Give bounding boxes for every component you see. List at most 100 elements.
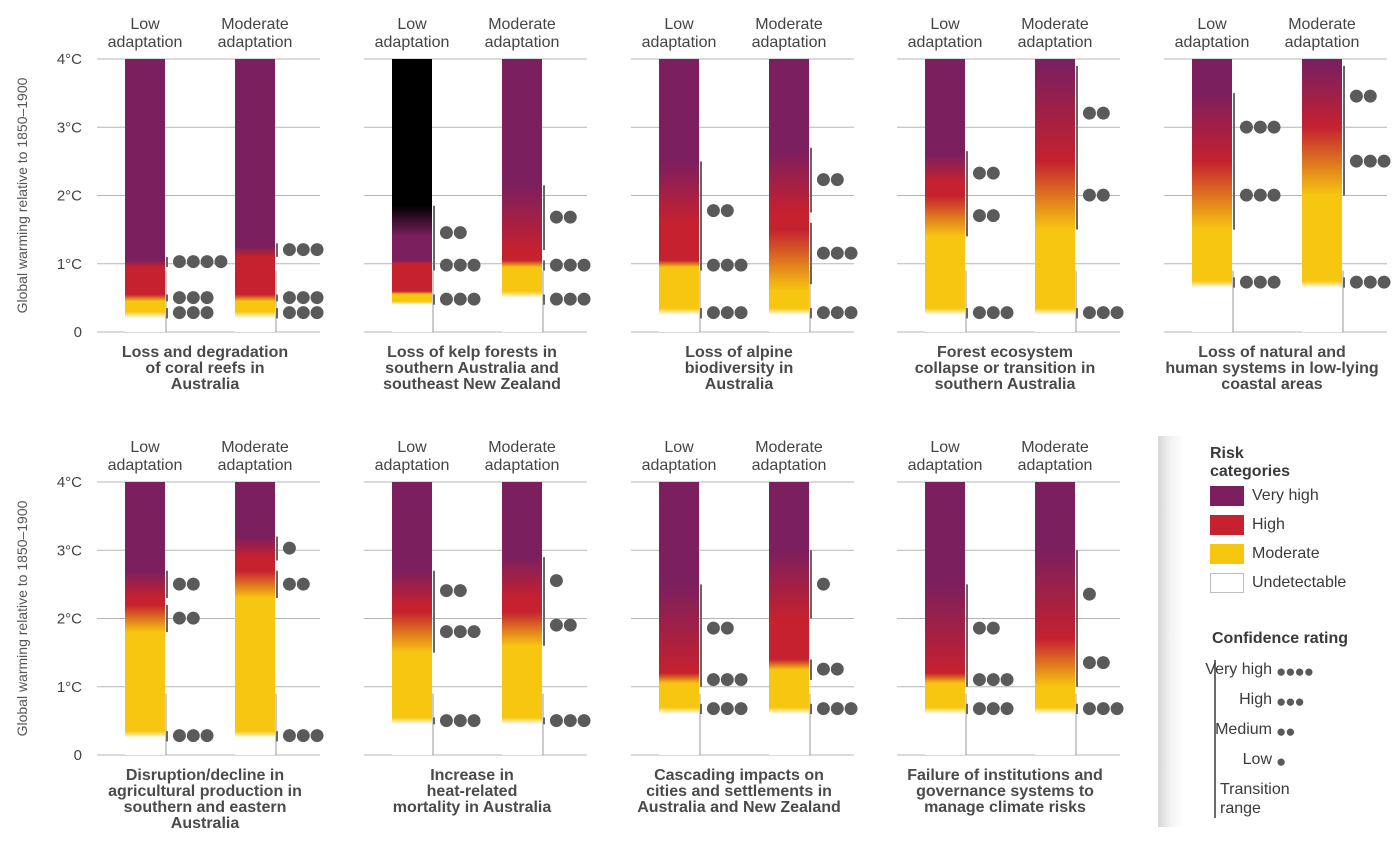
column-label: adaptation (908, 34, 983, 51)
confidence-dots: ●● (172, 573, 200, 593)
confidence-dots: ●●●● (172, 251, 228, 271)
confidence-dots: ●●● (706, 302, 748, 322)
confidence-dots: ●● (172, 608, 200, 628)
panel-title: Loss of alpine (685, 344, 793, 361)
panel-title: cities and settlements in (646, 783, 832, 800)
confidence-dots: ●●● (549, 710, 591, 730)
confidence-dots: ● (1082, 584, 1096, 604)
column-label: Moderate (755, 16, 823, 33)
confidence-dots: ●● (1082, 652, 1110, 672)
confidence-dots: ●●● (972, 302, 1014, 322)
confidence-dots: ●● (972, 162, 1000, 182)
confidence-dots: ● (549, 570, 563, 590)
swatch-very-high (1210, 486, 1244, 506)
panel-title: Cascading impacts on (654, 767, 824, 784)
panel-title: southeast New Zealand (383, 376, 561, 393)
confidence-dots: ●● (439, 222, 467, 242)
confidence-dots: ●● (706, 200, 734, 220)
confidence-dots: ●●● (439, 254, 481, 274)
confidence-dots: ●● (972, 618, 1000, 638)
confidence-dots: ●●● (972, 698, 1014, 718)
panel-title: Loss and degradation (122, 344, 288, 361)
confidence-dots: ●●● (1349, 272, 1391, 292)
confidence-dots: ●● (706, 618, 734, 638)
risk-bar (1035, 482, 1075, 755)
column-label: Low (664, 439, 694, 456)
risk-bar (392, 482, 432, 755)
confidence-dots: ●●● (439, 289, 481, 309)
confidence-dots: ●● (1082, 185, 1110, 205)
confidence-dots: ●●● (816, 698, 858, 718)
conf-high-dots: ●●● (1276, 692, 1305, 711)
y-axis-label: Global warming relative to 1850–1900 (14, 500, 30, 736)
panel-title: southern Australia (935, 376, 1076, 393)
panel-title: coastal areas (1221, 376, 1323, 393)
confidence-dots: ●● (972, 205, 1000, 225)
legend-confidence-title: Confidence rating (1212, 630, 1349, 647)
conf-very-high-label: Very high (1205, 661, 1272, 678)
risk-bar (925, 59, 965, 332)
conf-medium-label: Medium (1215, 721, 1272, 738)
legend-high: High (1252, 516, 1285, 533)
panel-title: heat-related (427, 783, 518, 800)
confidence-dots: ●●● (706, 254, 748, 274)
column-label: adaptation (908, 457, 983, 474)
column-label: Moderate (221, 16, 289, 33)
panel-title: southern and eastern (124, 799, 287, 816)
confidence-dots: ●●● (172, 725, 214, 745)
y-tick-label: 0 (74, 747, 82, 764)
legend-risk-title-2: categories (1210, 463, 1291, 480)
column-label: Low (130, 439, 160, 456)
legend: Risk categories Very high High Moderate … (1158, 436, 1390, 827)
confidence-dots: ●●● (1082, 302, 1124, 322)
column-label: Moderate (755, 439, 823, 456)
column-label: Moderate (1288, 16, 1356, 33)
confidence-dots: ●●● (282, 302, 324, 322)
conf-high-label: High (1239, 691, 1272, 708)
confidence-dots: ●●● (706, 698, 748, 718)
confidence-dots: ●●● (972, 669, 1014, 689)
panel-title: human systems in low-lying (1165, 360, 1378, 377)
panel-title: Increase in (430, 767, 514, 784)
confidence-dots: ●● (549, 207, 577, 227)
panel-title: Australia (171, 815, 240, 832)
panel-title: of coral reefs in (145, 360, 264, 377)
column-label: adaptation (218, 34, 293, 51)
panel-title: Forest ecosystem (937, 344, 1073, 361)
swatch-undetectable (1210, 573, 1244, 593)
confidence-dots: ●● (549, 614, 577, 634)
column-label: Low (1197, 16, 1227, 33)
risk-bar (125, 482, 165, 755)
confidence-dots: ●●● (1349, 150, 1391, 170)
column-label: Low (930, 439, 960, 456)
y-tick-label: 3°C (57, 119, 82, 136)
y-tick-label: 2°C (57, 611, 82, 628)
y-tick-label: 0 (74, 324, 82, 341)
risk-bar (769, 59, 809, 332)
transition-range-line (1214, 660, 1216, 818)
risk-bar (235, 59, 275, 332)
column-label: Moderate (488, 16, 556, 33)
y-tick-label: 2°C (57, 188, 82, 205)
risk-bar (235, 482, 275, 755)
panel-title: Australia and New Zealand (637, 799, 841, 816)
column-label: adaptation (752, 457, 827, 474)
column-label: Low (930, 16, 960, 33)
column-label: adaptation (375, 457, 450, 474)
confidence-dots: ●●● (439, 710, 481, 730)
column-label: Moderate (488, 439, 556, 456)
confidence-dots: ●●● (172, 302, 214, 322)
column-label: adaptation (642, 457, 717, 474)
panel-title: collapse or transition in (915, 360, 1095, 377)
panel-title: governance systems to (916, 783, 1094, 800)
column-label: Low (397, 16, 427, 33)
transition-label-1: Transition (1220, 781, 1290, 798)
risk-bar (769, 482, 809, 755)
panel-title: Loss of kelp forests in (387, 344, 557, 361)
column-label: adaptation (375, 34, 450, 51)
legend-risk-title-1: Risk (1210, 445, 1244, 462)
column-label: adaptation (642, 34, 717, 51)
risk-bar (1302, 59, 1342, 332)
confidence-dots: ●●● (172, 287, 214, 307)
